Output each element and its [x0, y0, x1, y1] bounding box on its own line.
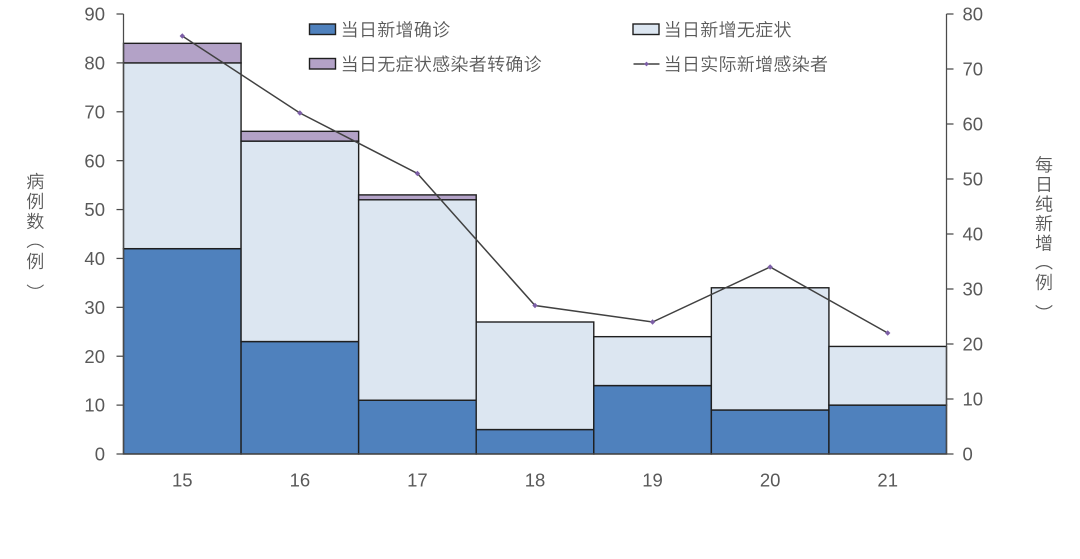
svg-text:90: 90 — [84, 4, 105, 25]
svg-text:16: 16 — [290, 470, 311, 491]
svg-text:80: 80 — [963, 4, 984, 25]
svg-text:50: 50 — [963, 169, 984, 190]
svg-text:60: 60 — [963, 114, 984, 135]
svg-text:40: 40 — [84, 248, 105, 269]
svg-text:60: 60 — [84, 150, 105, 171]
svg-text:0: 0 — [95, 444, 105, 465]
svg-text:10: 10 — [963, 389, 984, 410]
svg-text:40: 40 — [963, 224, 984, 245]
svg-text:20: 20 — [84, 346, 105, 367]
svg-text:30: 30 — [84, 297, 105, 318]
svg-text:18: 18 — [525, 470, 546, 491]
svg-text:19: 19 — [642, 470, 663, 491]
svg-text:0: 0 — [963, 444, 973, 465]
svg-text:30: 30 — [963, 279, 984, 300]
svg-text:15: 15 — [172, 470, 193, 491]
svg-text:50: 50 — [84, 199, 105, 220]
svg-text:70: 70 — [963, 59, 984, 80]
svg-text:20: 20 — [760, 470, 781, 491]
svg-text:21: 21 — [877, 470, 898, 491]
svg-text:20: 20 — [963, 334, 984, 355]
svg-text:17: 17 — [407, 470, 428, 491]
svg-text:80: 80 — [84, 52, 105, 73]
svg-text:10: 10 — [84, 395, 105, 416]
svg-text:70: 70 — [84, 101, 105, 122]
